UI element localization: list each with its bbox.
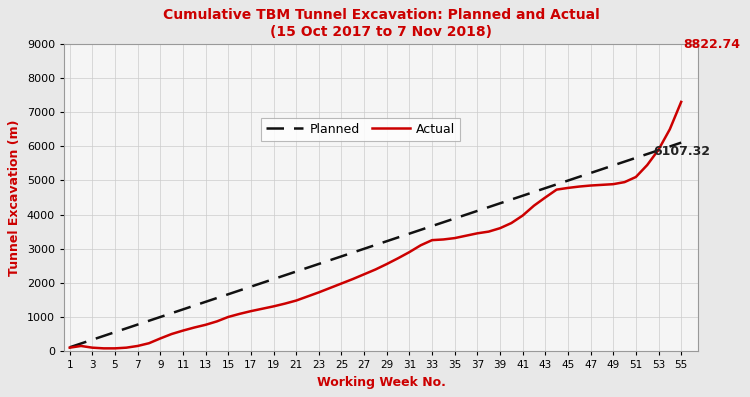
- Planned: [292, 269, 301, 274]
- Line: Planned: Planned: [70, 143, 681, 347]
- Actual: [665, 127, 674, 131]
- Actual: [224, 314, 232, 319]
- Actual: [190, 325, 199, 330]
- Planned: [212, 296, 221, 301]
- Planned: [665, 144, 674, 149]
- Actual: [145, 341, 154, 346]
- Actual: [303, 294, 312, 299]
- Planned: [178, 307, 188, 312]
- Planned: [676, 140, 686, 145]
- X-axis label: Working Week No.: Working Week No.: [316, 376, 446, 389]
- Line: Actual: Actual: [70, 102, 681, 348]
- Actual: [620, 180, 629, 185]
- Y-axis label: Tunnel Excavation (m): Tunnel Excavation (m): [8, 119, 21, 276]
- Actual: [65, 345, 74, 350]
- Title: Cumulative TBM Tunnel Excavation: Planned and Actual
(15 Oct 2017 to 7 Nov 2018): Cumulative TBM Tunnel Excavation: Planne…: [163, 8, 599, 39]
- Planned: [134, 322, 142, 327]
- Actual: [676, 100, 686, 104]
- Planned: [609, 163, 618, 168]
- Text: 8822.74: 8822.74: [683, 38, 740, 51]
- Text: 6107.32: 6107.32: [652, 145, 710, 158]
- Legend: Planned, Actual: Planned, Actual: [260, 118, 460, 141]
- Actual: [99, 346, 108, 351]
- Planned: [65, 345, 74, 350]
